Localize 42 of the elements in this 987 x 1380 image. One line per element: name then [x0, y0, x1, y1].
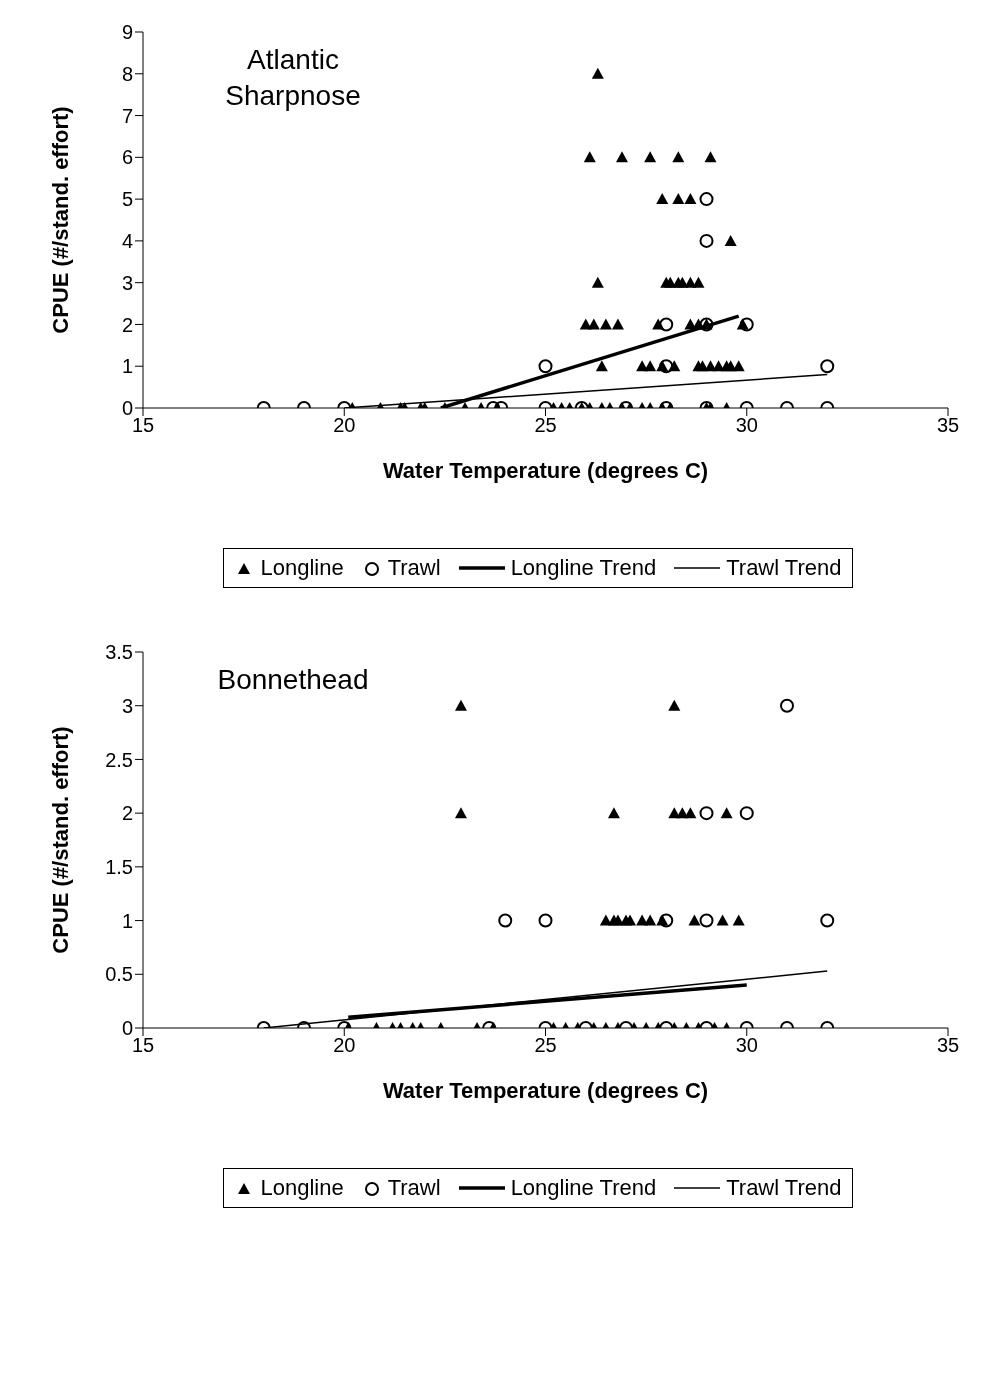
legend-label: Trawl — [387, 1175, 441, 1201]
y-tick-label: 2 — [121, 313, 133, 336]
y-tick-label: 0 — [121, 397, 133, 420]
legend-label: Longline — [260, 555, 344, 581]
y-axis-title: CPUE (#/stand. effort) — [47, 106, 73, 334]
x-tick-label: 15 — [131, 1034, 155, 1057]
y-tick-label: 2.5 — [105, 748, 133, 771]
y-tick-label: 2 — [121, 802, 133, 825]
y-tick-label: 1.5 — [105, 855, 133, 878]
y-tick-label: 1 — [121, 355, 133, 378]
y-tick-label: 3 — [121, 694, 133, 717]
x-axis-title: Water Temperature (degrees C) — [382, 458, 709, 483]
y-tick-label: 5 — [121, 188, 133, 211]
y-tick-label: 6 — [121, 146, 133, 169]
x-tick-label: 30 — [735, 414, 758, 437]
y-tick-label: 9 — [121, 21, 133, 44]
legend-label: Trawl — [387, 555, 441, 581]
y-tick-label: 3.5 — [105, 641, 133, 664]
x-tick-label: 30 — [735, 1034, 758, 1057]
y-tick-label: 8 — [121, 62, 133, 85]
x-tick-label: 25 — [534, 414, 557, 437]
x-tick-label: 35 — [936, 1034, 960, 1057]
x-tick-label: 15 — [131, 414, 155, 437]
legend-label: Longline — [260, 1175, 344, 1201]
y-tick-label: 0.5 — [105, 963, 133, 986]
y-tick-label: 1 — [121, 909, 133, 932]
text: Atlantic Sharpnose — [224, 43, 362, 114]
y-tick-label: 7 — [121, 104, 133, 127]
y-axis-title: CPUE (#/stand. effort) — [47, 726, 73, 954]
x-tick-label: 20 — [333, 414, 356, 437]
y-tick-label: 4 — [121, 229, 133, 252]
legend-label: Trawl Trend — [726, 1175, 842, 1201]
x-tick-label: 35 — [936, 414, 960, 437]
legend-label: Longline Trend — [510, 1175, 657, 1201]
legend-label: Longline Trend — [510, 555, 657, 581]
legend-label: Trawl Trend — [726, 555, 842, 581]
x-tick-label: 25 — [534, 1034, 557, 1057]
x-tick-label: 20 — [333, 1034, 356, 1057]
y-tick-label: 0 — [121, 1017, 133, 1040]
chart-title: Bonnethead — [216, 663, 370, 697]
x-axis-title: Water Temperature (degrees C) — [382, 1078, 709, 1103]
y-tick-label: 3 — [121, 271, 133, 294]
